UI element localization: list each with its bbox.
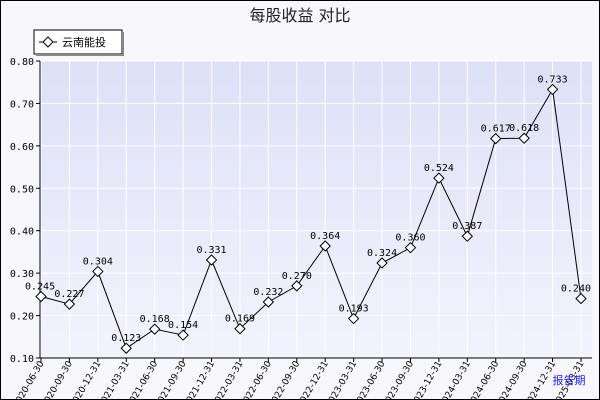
data-point-marker bbox=[518, 132, 530, 144]
data-label: 0.169 bbox=[225, 314, 255, 325]
data-label: 0.617 bbox=[481, 124, 511, 135]
data-point-marker bbox=[148, 323, 161, 335]
data-label: 0.304 bbox=[83, 256, 113, 267]
data-label: 0.154 bbox=[168, 320, 198, 331]
data-label: 0.240 bbox=[561, 284, 591, 295]
data-point-marker bbox=[319, 240, 331, 252]
data-label: 0.168 bbox=[140, 314, 170, 325]
x-tick-label: 2020-06-30 bbox=[12, 359, 47, 400]
data-point-marker bbox=[347, 312, 360, 325]
data-point-marker bbox=[404, 241, 417, 254]
data-point-marker bbox=[92, 265, 104, 278]
y-tick-label: 0.40 bbox=[10, 227, 34, 238]
data-label: 0.232 bbox=[253, 287, 283, 298]
data-point-marker bbox=[177, 329, 189, 341]
data-label: 0.193 bbox=[339, 304, 369, 315]
data-point-marker bbox=[575, 292, 587, 305]
legend-shadow bbox=[122, 32, 124, 56]
data-point-marker bbox=[234, 323, 246, 335]
y-tick-label: 0.70 bbox=[10, 99, 34, 110]
data-label: 0.324 bbox=[367, 248, 397, 259]
series-line-layer bbox=[40, 87, 582, 349]
data-point-marker bbox=[120, 342, 132, 354]
series-line-0 bbox=[40, 87, 582, 349]
data-label: 0.270 bbox=[282, 271, 312, 282]
legend-label-yunnan-nengtou: 云南能投 bbox=[62, 35, 106, 49]
data-label: 0.524 bbox=[424, 163, 454, 174]
data-point-marker bbox=[490, 132, 502, 145]
data-label: 0.123 bbox=[111, 333, 141, 344]
data-point-marker bbox=[546, 83, 559, 96]
legend-marker-swatch bbox=[42, 36, 54, 48]
data-point-marker bbox=[433, 172, 445, 184]
data-point-marker bbox=[376, 257, 388, 269]
data-label: 0.364 bbox=[310, 231, 340, 242]
legend-shadow-bottom bbox=[36, 54, 124, 56]
data-point-marker bbox=[262, 296, 275, 308]
x-axis-label: 报告期 bbox=[553, 373, 586, 387]
chart-title: 每股收益 对比 bbox=[249, 6, 350, 25]
y-tick-label: 0.50 bbox=[10, 184, 34, 195]
data-label: 0.245 bbox=[25, 281, 55, 292]
data-label: 0.618 bbox=[509, 123, 539, 134]
y-tick-label: 0.20 bbox=[10, 312, 34, 323]
data-point-marker bbox=[205, 254, 218, 266]
y-tick-label: 0.10 bbox=[10, 354, 34, 365]
y-tick-label: 0.30 bbox=[10, 269, 34, 280]
data-label: 0.733 bbox=[538, 74, 568, 85]
legend: 云南能投 bbox=[33, 29, 124, 56]
data-point-marker bbox=[63, 298, 76, 310]
series-marker-layer bbox=[35, 83, 587, 354]
data-label: 0.360 bbox=[395, 233, 425, 244]
plot-area bbox=[40, 61, 592, 358]
data-label: 0.331 bbox=[196, 245, 226, 256]
data-label: 0.387 bbox=[452, 221, 482, 232]
y-tick-label: 0.80 bbox=[10, 57, 34, 68]
data-point-marker bbox=[35, 290, 47, 303]
data-label: 0.227 bbox=[54, 289, 84, 300]
y-tick-label: 0.60 bbox=[10, 142, 34, 153]
data-point-marker bbox=[461, 230, 474, 242]
data-point-marker bbox=[291, 280, 303, 292]
